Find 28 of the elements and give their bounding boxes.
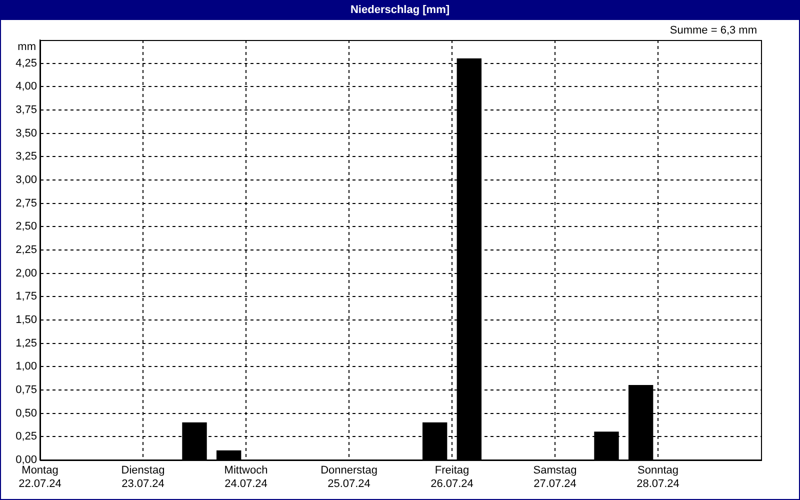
y-tick-label: 3,00 [16,174,37,186]
y-axis-title: mm [18,41,36,54]
x-tick-label: Dienstag 23.07.24 [121,464,165,490]
y-tick-label: 1,00 [16,360,37,373]
y-tick-label: 1,75 [16,290,37,303]
y-tick-label: 4,00 [16,80,37,93]
y-tick-label: 0,00 [16,454,37,466]
y-tick-label: 1,25 [16,337,37,350]
y-tick-label: 3,75 [16,104,37,116]
x-tick-label: Montag 22.07.24 [18,464,62,490]
text: Summe = 6,3 mm [670,24,757,37]
y-tick-label: 2,00 [16,267,37,280]
x-tick-label: Samstag 27.07.24 [533,464,577,490]
y-tick-label: 3,50 [16,127,37,140]
y-tick-label: 2,25 [16,244,37,256]
y-tick-label: 0,50 [16,407,37,420]
x-tick-label: Mittwoch 24.07.24 [224,464,268,490]
x-tick-label: Sonntag 28.07.24 [636,464,680,490]
x-tick-label: Freitag 26.07.24 [430,464,474,490]
y-tick-label: 1,50 [16,314,37,326]
y-tick-label: 4,25 [16,57,37,70]
y-tick-label: 0,25 [16,430,37,443]
y-tick-label: 2,50 [16,220,37,233]
x-tick-label: Donnerstag 25.07.24 [320,464,378,490]
chart-title: Niederschlag [mm] [1,1,799,20]
y-tick-label: 3,25 [16,150,37,163]
y-tick-label: 0,75 [16,384,37,396]
y-tick-label: 2,75 [16,197,37,210]
